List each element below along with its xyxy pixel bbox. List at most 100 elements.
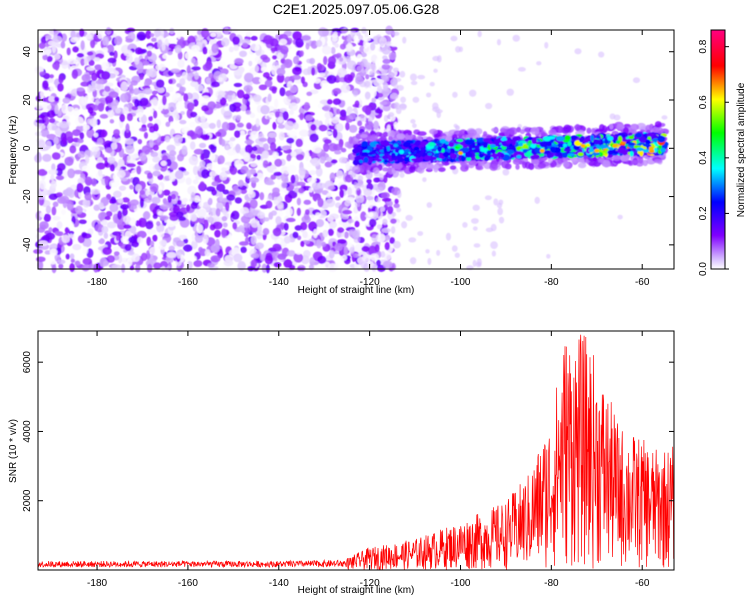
heatmap-cell <box>588 161 596 167</box>
heatmap-cell <box>536 61 542 66</box>
heatmap-cell <box>417 166 425 174</box>
heatmap-cell <box>200 28 210 39</box>
heatmap-cell <box>104 85 111 93</box>
heatmap-cell <box>315 212 322 218</box>
heatmap-cell <box>55 175 65 181</box>
heatmap-cell <box>187 260 193 270</box>
heatmap-cell <box>77 151 86 159</box>
heatmap-cell <box>174 45 182 54</box>
heatmap-cell <box>221 139 226 147</box>
heatmap-cell <box>472 226 478 231</box>
heatmap-cell <box>264 255 274 265</box>
heatmap-cell <box>81 165 91 172</box>
heatmap-cell <box>170 68 181 73</box>
heatmap-cell <box>67 221 75 230</box>
heatmap-cell <box>409 73 418 82</box>
heatmap-cell <box>109 51 115 56</box>
heatmap-cell <box>368 134 379 141</box>
heatmap-cell <box>499 128 507 133</box>
heatmap-cell <box>149 138 154 148</box>
heatmap-cell <box>395 108 402 115</box>
heatmap-cell <box>286 250 296 257</box>
heatmap-cell <box>223 27 230 35</box>
heatmap-cell <box>332 88 342 95</box>
heatmap-cell <box>299 50 304 57</box>
heatmap-cell <box>136 165 142 175</box>
heatmap-cell <box>217 155 225 165</box>
heatmap-cell <box>101 47 109 53</box>
heatmap-cell <box>124 243 132 252</box>
heatmap-cell <box>302 230 308 239</box>
heatmap-cell <box>160 108 170 115</box>
heatmap-cell <box>347 186 353 196</box>
heatmap-cell <box>359 81 367 88</box>
heatmap-cell <box>40 36 47 45</box>
heatmap-cell <box>122 215 131 223</box>
heatmap-cell <box>224 106 230 111</box>
heatmap-cell <box>299 129 309 137</box>
heatmap-cell <box>126 54 133 64</box>
heatmap-cell <box>128 84 134 93</box>
heatmap-cell <box>202 63 212 72</box>
heatmap-cell <box>60 40 66 49</box>
heatmap-cell <box>104 175 109 186</box>
heatmap-cell <box>345 161 351 171</box>
heatmap-cell <box>57 83 64 92</box>
heatmap-cell <box>348 112 357 120</box>
heatmap-cell <box>67 168 76 179</box>
heatmap-cell <box>199 181 206 191</box>
heatmap-cell <box>208 144 216 150</box>
heatmap-cell <box>356 31 361 37</box>
heatmap-cell <box>548 129 557 136</box>
heatmap-cell <box>95 162 106 170</box>
heatmap-cell <box>517 67 526 72</box>
heatmap-cell <box>126 154 136 164</box>
heatmap-cell <box>76 182 84 193</box>
heatmap-cell <box>358 34 364 41</box>
heatmap-cell <box>133 88 140 96</box>
heatmap-cell <box>158 102 164 112</box>
heatmap-cell <box>168 171 176 182</box>
heatmap-cell <box>207 101 216 110</box>
heatmap-cell <box>461 161 467 169</box>
heatmap-cell <box>177 59 185 68</box>
heatmap-cell <box>325 198 336 208</box>
heatmap-cell <box>475 165 484 171</box>
heatmap-cell <box>117 198 124 204</box>
heatmap-cell <box>261 263 268 273</box>
heatmap-cell <box>308 187 313 193</box>
heatmap-cell <box>645 124 653 132</box>
heatmap-cell <box>388 52 397 60</box>
heatmap-cell <box>164 135 171 143</box>
heatmap-cell <box>563 124 572 133</box>
heatmap-cell <box>109 203 119 213</box>
heatmap-cell <box>101 225 109 234</box>
heatmap-cell <box>410 119 416 124</box>
heatmap-cell <box>298 187 305 194</box>
heatmap-cell <box>379 104 384 110</box>
heatmap-cell <box>162 53 170 60</box>
heatmap-cell <box>471 218 479 224</box>
heatmap-cell <box>197 29 202 35</box>
heatmap-cell <box>119 113 125 123</box>
heatmap-cell <box>93 57 101 62</box>
heatmap-cell <box>209 170 217 177</box>
heatmap-cell <box>255 242 264 250</box>
heatmap-cell <box>316 62 323 71</box>
heatmap-cell <box>332 143 343 151</box>
heatmap-cell <box>512 34 521 42</box>
heatmap-cell <box>35 256 46 262</box>
heatmap-cell <box>233 69 244 76</box>
heatmap-cell <box>248 186 254 195</box>
heatmap-cell <box>309 133 319 143</box>
heatmap-cell <box>47 169 58 175</box>
heatmap-cell <box>231 210 240 220</box>
heatmap-cell <box>240 104 247 112</box>
heatmap-cell <box>232 36 240 45</box>
heatmap-cell <box>193 195 201 203</box>
heatmap-cell <box>126 163 136 168</box>
heatmap-cell <box>339 57 344 62</box>
heatmap-cell <box>612 155 621 161</box>
heatmap-cell <box>136 31 147 41</box>
heatmap-cell <box>339 109 347 117</box>
